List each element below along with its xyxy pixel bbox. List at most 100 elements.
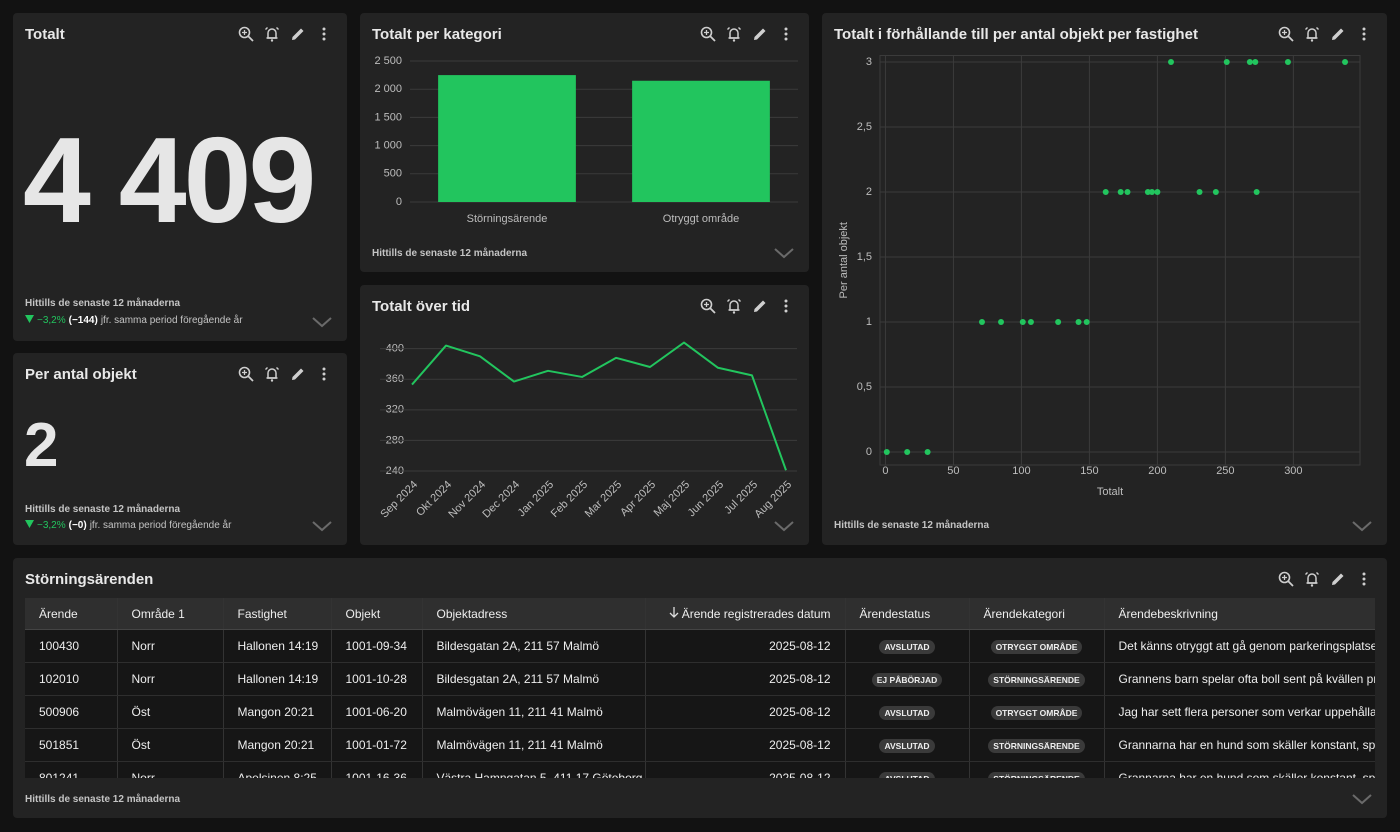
- x-tick-label: Störningsärende: [467, 213, 548, 225]
- change-icon: [25, 315, 34, 326]
- bar-chart: 0 500 1 000 1 500 2 000 2 500 Störningsärende O…: [374, 55, 798, 225]
- alert-icon[interactable]: [725, 297, 743, 315]
- status-badge: STÖRNINGSÄRENDE: [988, 672, 1085, 687]
- expand-chevron[interactable]: [1351, 519, 1373, 533]
- point: [1117, 189, 1124, 195]
- y-tick-label: 2: [866, 186, 872, 198]
- table-cell: EJ PÅBÖRJAD: [845, 662, 970, 696]
- point: [1148, 189, 1155, 195]
- table-row[interactable]: 100430 Norr Hallonen 14:19 1001-09-34 Bildes…: [25, 629, 1375, 663]
- table-cell: AVSLUTAD: [845, 695, 970, 729]
- change-icon: [25, 520, 34, 531]
- y-axis-label: Per antal objekt: [838, 222, 850, 298]
- status-badge: AVSLUTAD: [879, 738, 935, 753]
- x-tick-label: 200: [1148, 465, 1166, 477]
- edit-icon[interactable]: [1329, 25, 1347, 43]
- point: [1342, 59, 1349, 65]
- edit-icon[interactable]: [751, 297, 769, 315]
- y-tick-label: 0,5: [857, 381, 872, 393]
- zoom-icon[interactable]: [699, 25, 717, 43]
- expand-chevron[interactable]: [311, 519, 333, 533]
- menu-icon[interactable]: [777, 297, 795, 315]
- zoom-icon[interactable]: [237, 365, 255, 383]
- alert-icon[interactable]: [1303, 570, 1321, 588]
- column-header[interactable]: Ärende registrerades datum: [645, 598, 846, 630]
- card-title: Totalt över tid: [372, 298, 471, 315]
- column-header[interactable]: Ärendebeskrivning: [1104, 598, 1375, 630]
- card-title: Totalt: [25, 26, 65, 43]
- y-tick-label: 1 000: [374, 140, 402, 152]
- point: [1075, 319, 1082, 325]
- menu-icon[interactable]: [315, 365, 333, 383]
- alert-icon[interactable]: [1303, 25, 1321, 43]
- table-cell: OTRYGGT OMRÅDE: [969, 629, 1105, 663]
- table-cell: STÖRNINGSÄRENDE: [969, 662, 1105, 696]
- down-triangle-icon: [25, 520, 34, 528]
- column-header[interactable]: Ärende: [25, 598, 118, 630]
- card-actions: [1277, 570, 1373, 588]
- y-tick-label: 3: [866, 56, 872, 68]
- status-badge: AVSLUTAD: [879, 771, 935, 778]
- table-row[interactable]: 500906 Öst Mangon 20:21 1001-06-20 Malmöväge…: [25, 695, 1375, 729]
- column-header[interactable]: Objekt: [331, 598, 423, 630]
- expand-chevron[interactable]: [773, 519, 795, 533]
- expand-chevron[interactable]: [773, 246, 795, 260]
- table-cell: 2025-08-12: [645, 629, 846, 663]
- table-cell: Malmövägen 11, 211 41 Malmö: [422, 695, 646, 729]
- column-title: Ärendestatus: [859, 606, 931, 621]
- menu-icon[interactable]: [777, 25, 795, 43]
- zoom-icon[interactable]: [699, 297, 717, 315]
- table-row[interactable]: 501851 Öst Mangon 20:21 1001-01-72 Malmöväge…: [25, 728, 1375, 762]
- table-cell: 2025-08-12: [645, 662, 846, 696]
- chart-card: 0 500 1 000 1 500 2 000 2 500 Störningsärende O…: [360, 13, 809, 272]
- change-absolute: (−144): [68, 315, 98, 326]
- menu-icon[interactable]: [1355, 570, 1373, 588]
- table-row[interactable]: 102010 Norr Hallonen 14:19 1001-10-28 Bildes…: [25, 662, 1375, 696]
- status-badge: STÖRNINGSÄRENDE: [988, 771, 1085, 778]
- footnote: Hittills de senaste 12 månaderna: [372, 248, 528, 259]
- kpi-card: Per antal objekt 2 Hittills de senaste 1…: [13, 353, 347, 545]
- edit-icon[interactable]: [751, 25, 769, 43]
- column-title: Fastighet: [237, 606, 287, 621]
- menu-icon[interactable]: [1355, 25, 1373, 43]
- footnote: Hittills de senaste 12 månaderna: [834, 520, 990, 531]
- point: [1284, 59, 1291, 65]
- alert-icon[interactable]: [263, 25, 281, 43]
- table-cell: Mangon 20:21: [223, 695, 332, 729]
- change-absolute: (−0): [68, 520, 87, 531]
- column-header[interactable]: Område 1: [117, 598, 224, 630]
- menu-icon[interactable]: [315, 25, 333, 43]
- x-tick-label: Maj 2025: [652, 479, 692, 519]
- edit-icon[interactable]: [289, 25, 307, 43]
- column-header[interactable]: Fastighet: [223, 598, 332, 630]
- footnote: Hittills de senaste 12 månaderna: [25, 794, 181, 805]
- edit-icon[interactable]: [289, 365, 307, 383]
- alert-icon[interactable]: [725, 25, 743, 43]
- y-tick-label: 1 500: [374, 111, 402, 123]
- column-header[interactable]: Ärendekategori: [969, 598, 1105, 630]
- x-tick-label: Apr 2025: [618, 479, 658, 519]
- change-percent: −3,2%: [37, 520, 66, 531]
- kpi-value: 4 409: [23, 112, 316, 248]
- x-tick-label: 150: [1080, 465, 1098, 477]
- zoom-icon[interactable]: [1277, 25, 1295, 43]
- zoom-icon[interactable]: [237, 25, 255, 43]
- table-cell: Mangon 20:21: [223, 728, 332, 762]
- y-tick-label: 0: [396, 196, 402, 208]
- expand-chevron[interactable]: [1351, 792, 1373, 806]
- point: [1102, 189, 1109, 195]
- x-tick-label: 0: [882, 465, 888, 477]
- change-line: −3,2% (−144) jfr. samma period föregåend…: [25, 315, 243, 326]
- zoom-icon[interactable]: [1277, 570, 1295, 588]
- column-header[interactable]: Objektadress: [422, 598, 646, 630]
- expand-chevron[interactable]: [311, 315, 333, 329]
- edit-icon[interactable]: [1329, 570, 1347, 588]
- data-table: Ärende Område 1 Fastighet Objekt Objektadres…: [25, 598, 1375, 778]
- column-header[interactable]: Ärendestatus: [845, 598, 970, 630]
- card-title: Per antal objekt: [25, 366, 137, 383]
- table-row[interactable]: 801241 Norr Apelsinen 8:25 1001-16-36 Västra…: [25, 761, 1375, 778]
- alert-icon[interactable]: [263, 365, 281, 383]
- table-cell: 801241: [25, 761, 118, 778]
- table-cell: Öst: [117, 728, 224, 762]
